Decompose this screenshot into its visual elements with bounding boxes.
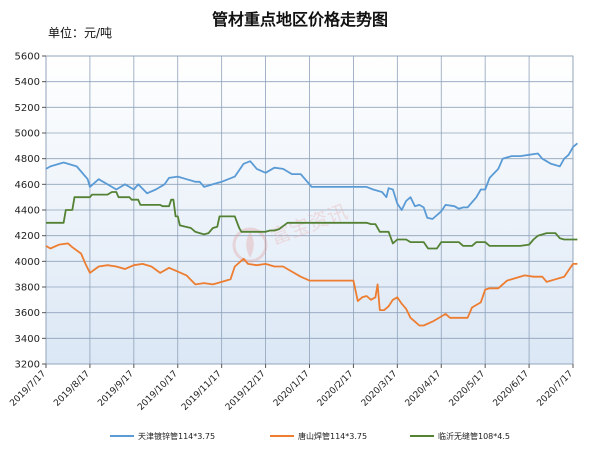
y-tick-label: 5000 [15, 129, 40, 140]
watermark-flame-icon [246, 232, 254, 258]
legend-label-2: 唐山焊管114*3.75 [298, 431, 367, 441]
y-tick-label: 5200 [15, 103, 40, 114]
watermark-logo-icon [232, 227, 268, 263]
x-tick-label: 2019/7/17 [8, 369, 48, 409]
series-line-2 [45, 242, 578, 327]
series-lines [45, 142, 578, 327]
x-tick-label: 2020/1/17 [272, 369, 312, 409]
y-tick-label: 3600 [15, 308, 40, 319]
y-tick-label: 4800 [15, 154, 40, 165]
y-tick-label: 3200 [15, 360, 40, 371]
legend-label-1: 天津镀锌管114*3.75 [138, 431, 215, 441]
x-tick-label: 2020/6/17 [491, 369, 531, 409]
x-tick-label: 2019/11/17 [180, 369, 224, 413]
x-tick-label: 2020/4/17 [404, 369, 444, 409]
grid-lines [45, 55, 574, 365]
x-tick-label: 2020/7/17 [535, 369, 575, 409]
y-tick-label: 4200 [15, 231, 40, 242]
series-line-1 [45, 142, 578, 220]
y-tick-label: 4000 [15, 257, 40, 268]
series-line-3 [46, 191, 578, 250]
y-tick-label: 4400 [15, 206, 40, 217]
x-tick-label: 2020/2/17 [316, 369, 356, 409]
chart-title: 管材重点地区价格走势图 [211, 10, 388, 29]
x-tick-label: 2019/9/17 [96, 369, 136, 409]
x-tick-label: 2020/5/17 [448, 369, 488, 409]
y-tick-label: 3400 [15, 334, 40, 345]
x-tick-label: 2019/8/17 [52, 369, 92, 409]
y-tick-label: 3800 [15, 283, 40, 294]
unit-label: 单位：元/吨 [48, 26, 113, 40]
legend-label-3: 临沂无缝管108*4.5 [438, 431, 510, 441]
legend: 天津镀锌管114*3.75 唐山焊管114*3.75 临沂无缝管108*4.5 [110, 431, 510, 441]
x-tick-label: 2019/10/17 [136, 369, 180, 413]
x-axis: 2019/7/17 2019/8/17 2019/9/17 2019/10/17 201… [8, 364, 575, 413]
x-tick-label: 2020/3/17 [360, 369, 400, 409]
y-axis: 3200 3400 3600 3800 4000 4200 4400 4600 4800 5000… [15, 52, 46, 371]
y-tick-label: 4600 [15, 180, 40, 191]
y-tick-label: 5600 [15, 52, 40, 63]
y-tick-label: 5400 [15, 77, 40, 88]
x-tick-label: 2019/12/17 [224, 369, 268, 413]
